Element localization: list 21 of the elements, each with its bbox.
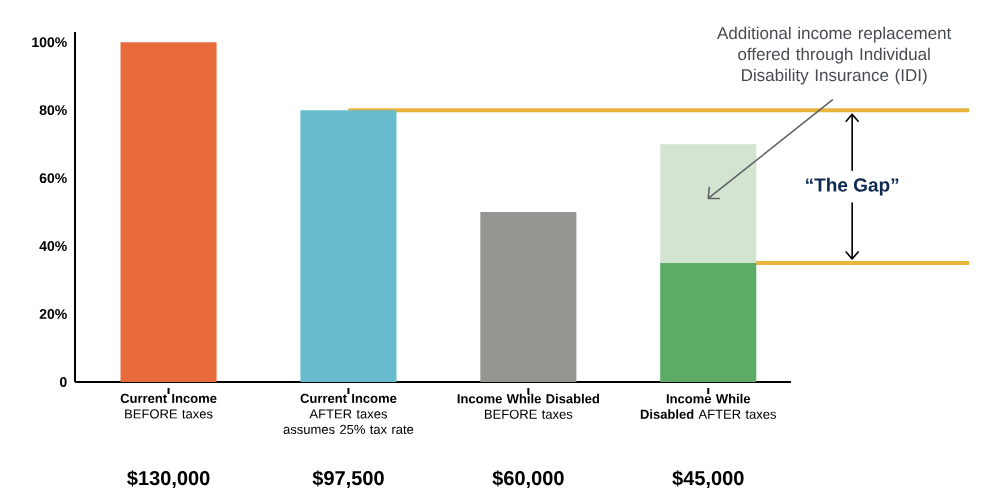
y-tick-label: 40% [39,241,67,252]
bar [300,110,397,382]
x-tick-label: Current Income BEFORE taxes [120,393,217,419]
bar [480,212,577,382]
x-tick-label: Income While Disabled AFTER taxes [640,393,777,419]
text: $97,500 [312,470,384,489]
bar [660,263,757,382]
text: $60,000 [492,470,564,489]
text: “The Gap” [806,177,899,196]
text: $45,000 [672,470,744,489]
y-tick-label: 0 [59,377,67,387]
bar [120,42,217,382]
x-tick-label: Current Income AFTER taxes assumes 25% tax rate [283,393,414,434]
y-tick-label: 20% [39,309,67,319]
annotation: Additional income replacement offered through Individual Disability Insurance (IDI) [717,26,952,85]
y-tick-label: 100% [32,37,67,48]
text: $130,000 [127,470,210,489]
x-tick-label: Income While Disabled BEFORE taxes [457,393,599,419]
y-tick-label: 80% [39,105,67,116]
y-tick-label: 60% [39,173,67,184]
bar [660,144,757,264]
